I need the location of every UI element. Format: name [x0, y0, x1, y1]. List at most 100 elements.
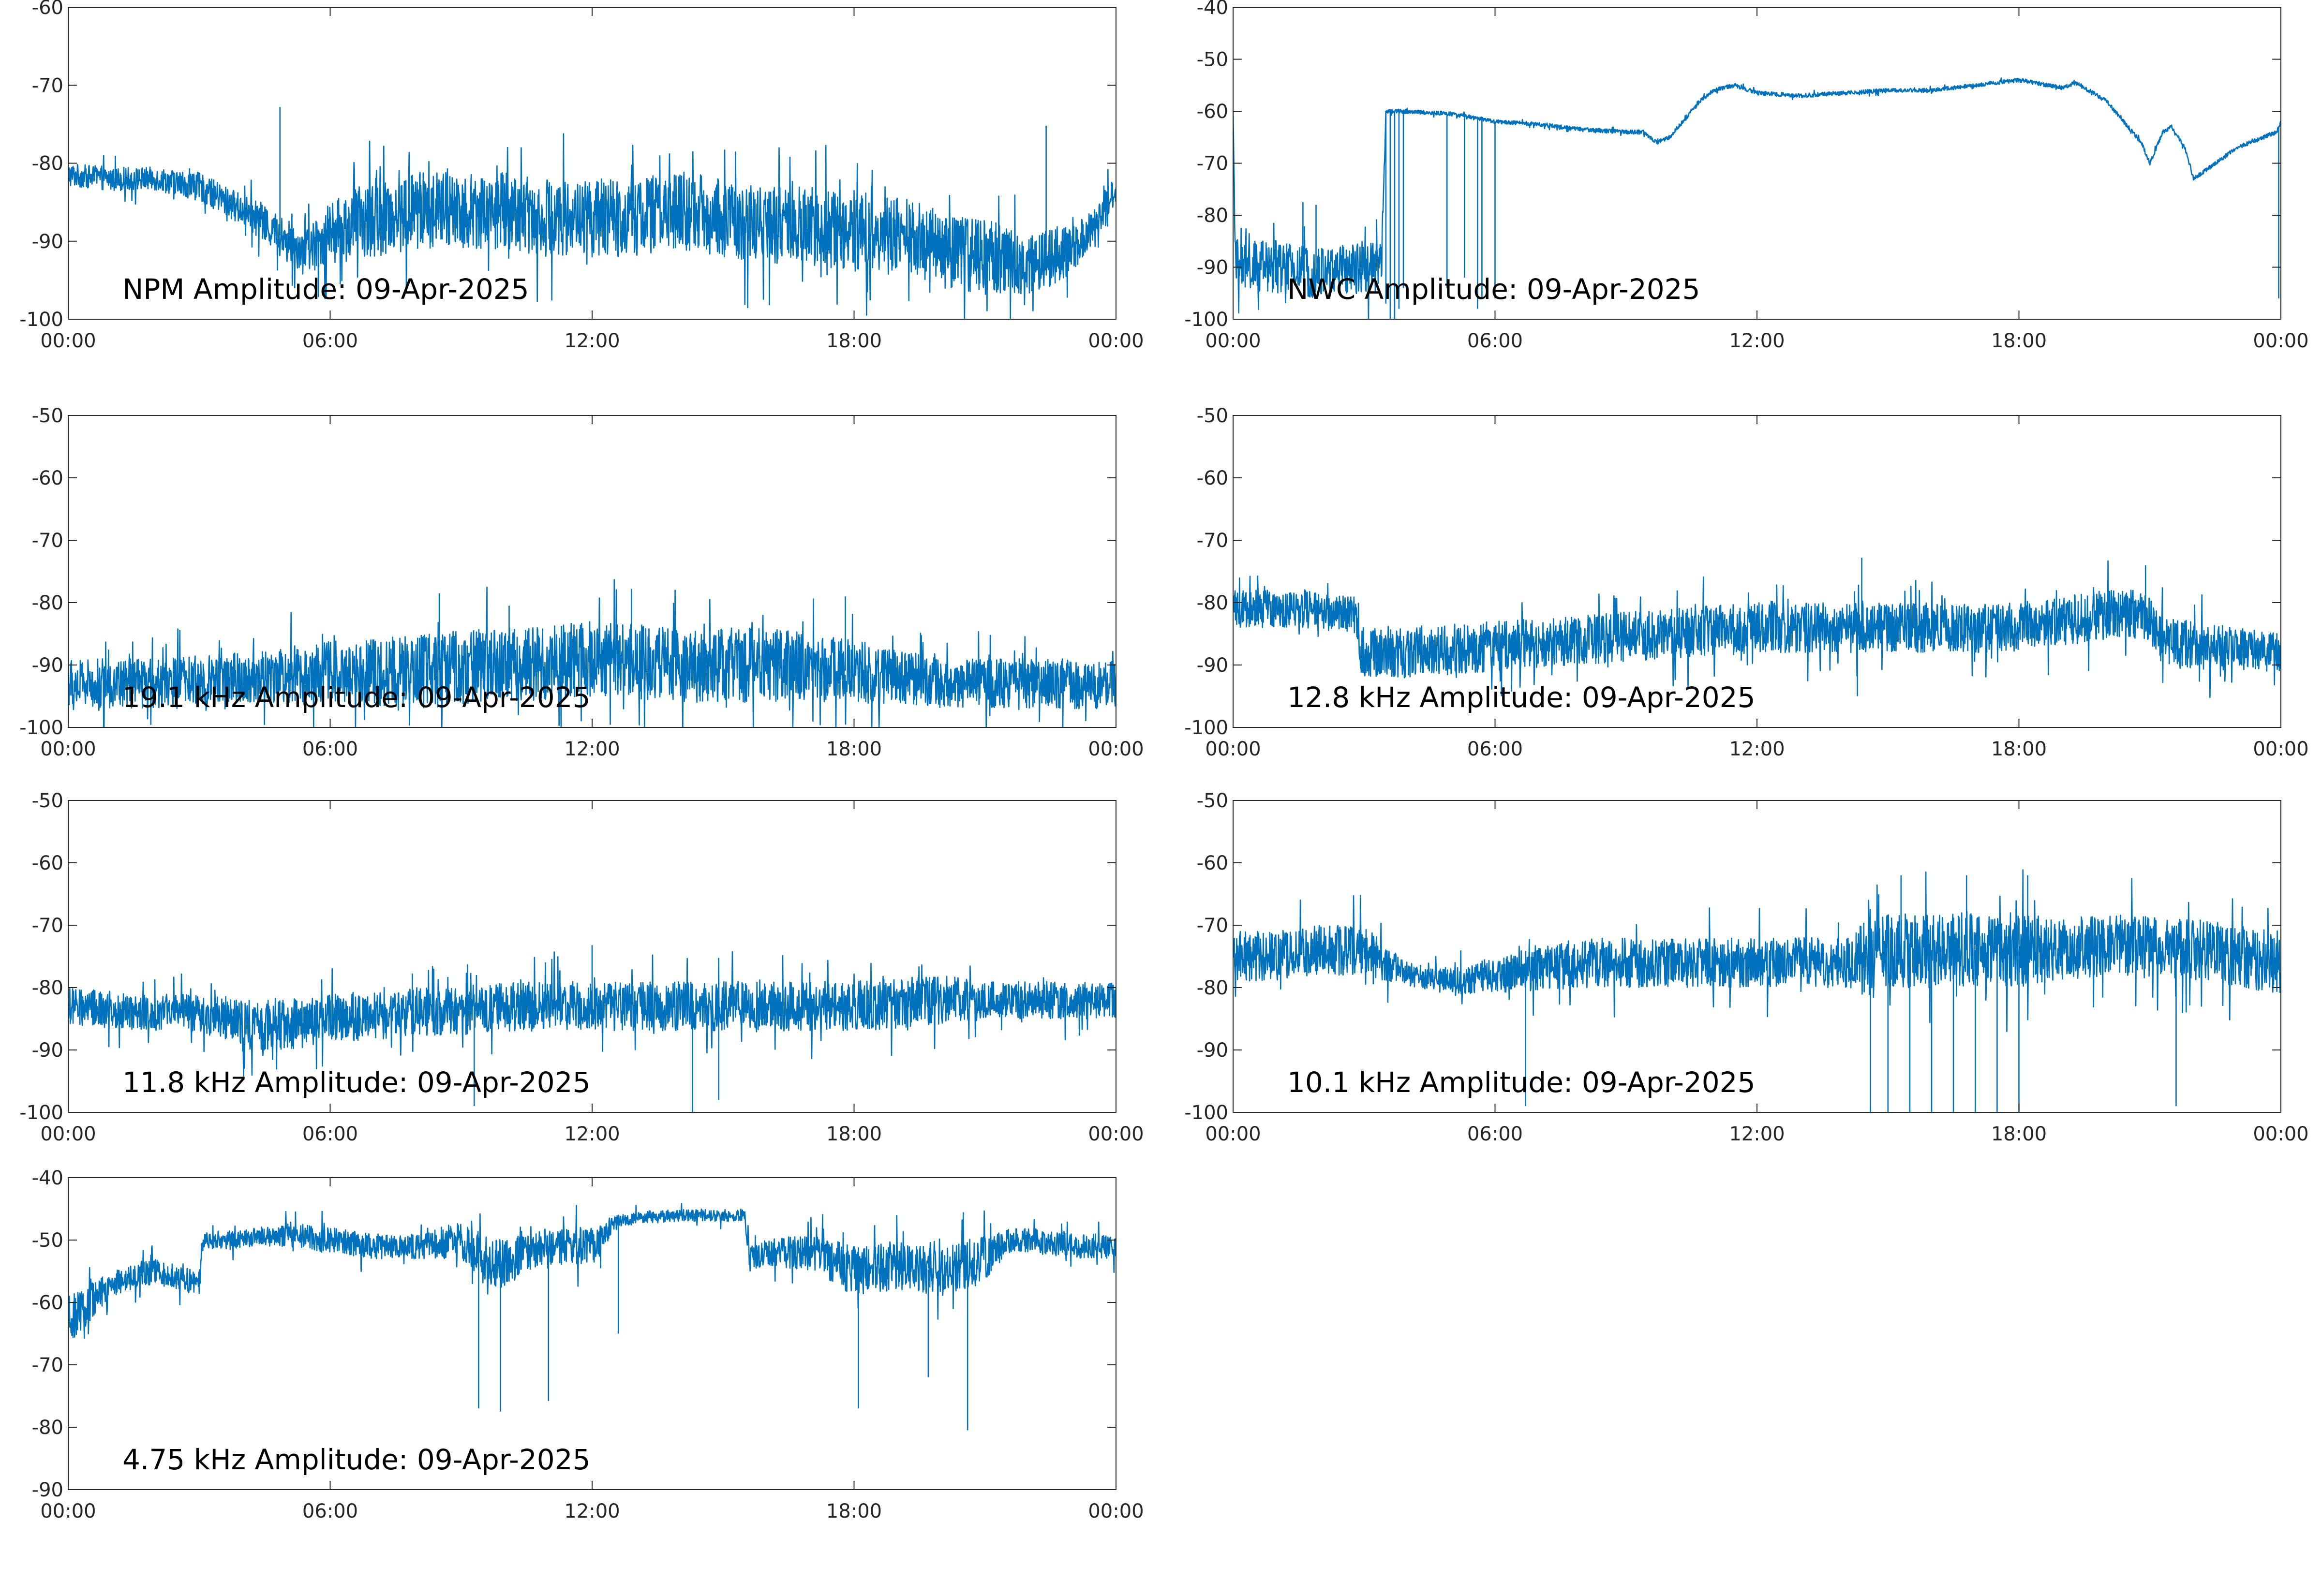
y-tick-label: -90: [32, 654, 63, 677]
x-tick-label: 06:00: [1467, 738, 1523, 760]
4-75khz-trace: [68, 1203, 1116, 1431]
y-tick-label: -80: [32, 592, 63, 614]
y-tick-label: -80: [32, 1417, 63, 1439]
x-tick-label: 06:00: [302, 738, 358, 760]
y-tick-label: -80: [32, 153, 63, 175]
y-tick-label: -90: [1197, 654, 1228, 677]
x-tick-label: 00:00: [1088, 738, 1144, 760]
x-tick-label: 00:00: [1205, 1123, 1261, 1145]
x-tick-label: 18:00: [1991, 1123, 2047, 1145]
y-tick-label: -90: [32, 1039, 63, 1062]
y-tick-label: -80: [1197, 592, 1228, 614]
y-tick-label: -100: [19, 1102, 63, 1124]
10-1khz-trace: [1233, 869, 2281, 1112]
x-tick-label: 12:00: [1729, 738, 1785, 760]
series-line: [68, 1203, 1116, 1339]
npm-ticks: 00:00 06:00 12:00 18:00 00:00-100-90-80-70-6…: [19, 0, 1144, 352]
x-tick-label: 06:00: [1467, 1123, 1523, 1145]
x-tick-label: 12:00: [564, 1123, 620, 1145]
y-tick-label: -70: [32, 1354, 63, 1376]
y-tick-label: -60: [1197, 467, 1228, 489]
plot-nwc-amplitude: 00:00 06:00 12:00 18:00 00:00-100-90-80-70-6…: [1184, 0, 2308, 352]
10-1khz-title: 10.1 kHz Amplitude: 09-Apr-2025: [1287, 1066, 1755, 1099]
x-tick-label: 06:00: [302, 1500, 358, 1522]
19-1khz-trace: [68, 579, 1116, 727]
y-tick-label: -50: [32, 405, 63, 427]
x-tick-label: 00:00: [2253, 738, 2308, 760]
x-tick-label: 00:00: [1088, 1123, 1144, 1145]
nwc-title: NWC Amplitude: 09-Apr-2025: [1287, 273, 1700, 306]
plot-12-8khz-amplitude: 00:00 06:00 12:00 18:00 00:00-100-90-80-70-6…: [1184, 405, 2308, 760]
series-line: [1233, 77, 2281, 319]
series-line: [68, 579, 1116, 727]
x-tick-label: 06:00: [302, 330, 358, 352]
x-tick-label: 00:00: [1088, 1500, 1144, 1522]
series-line: [1233, 560, 2281, 698]
x-tick-label: 12:00: [564, 330, 620, 352]
x-tick-label: 00:00: [40, 330, 96, 352]
y-tick-label: -60: [32, 467, 63, 489]
x-tick-label: 00:00: [40, 738, 96, 760]
x-tick-label: 12:00: [564, 1500, 620, 1522]
y-tick-label: -60: [32, 1292, 63, 1314]
y-tick-label: -100: [1184, 309, 1228, 331]
y-tick-label: -70: [1197, 915, 1228, 937]
y-tick-label: -50: [1197, 405, 1228, 427]
plot-11-8khz-amplitude: 00:00 06:00 12:00 18:00 00:00-100-90-80-70-6…: [19, 790, 1144, 1145]
y-tick-label: -40: [32, 1167, 63, 1189]
19-1khz-title: 19.1 kHz Amplitude: 09-Apr-2025: [122, 681, 590, 714]
x-tick-label: 00:00: [40, 1500, 96, 1522]
y-tick-label: -80: [1197, 977, 1228, 999]
x-tick-label: 18:00: [826, 1500, 882, 1522]
nwc-ticks: 00:00 06:00 12:00 18:00 00:00-100-90-80-70-6…: [1184, 0, 2308, 352]
x-tick-label: 12:00: [1729, 330, 1785, 352]
nwc-trace: [1233, 77, 2281, 319]
y-tick-label: -90: [32, 1479, 63, 1501]
plot-10-1khz-amplitude: 00:00 06:00 12:00 18:00 00:00-100-90-80-70-6…: [1184, 790, 2308, 1145]
11-8khz-trace: [68, 945, 1116, 1112]
y-tick-label: -100: [1184, 1102, 1228, 1124]
plot-19-1khz-amplitude: 00:00 06:00 12:00 18:00 00:00-100-90-80-70-6…: [19, 405, 1144, 760]
y-tick-label: -60: [32, 852, 63, 874]
y-tick-label: -70: [1197, 153, 1228, 175]
series-line: [1233, 869, 2281, 1032]
y-tick-label: -100: [1184, 717, 1228, 739]
x-tick-label: 00:00: [1205, 330, 1261, 352]
plot-4-75khz-amplitude: 00:00 06:00 12:00 18:00 00:00-90-80-70-60-50…: [32, 1167, 1144, 1522]
x-tick-label: 00:00: [2253, 330, 2308, 352]
19-1khz-ticks: 00:00 06:00 12:00 18:00 00:00-100-90-80-70-6…: [19, 405, 1144, 760]
12-8khz-trace: [1233, 558, 2281, 698]
x-tick-label: 18:00: [1991, 330, 2047, 352]
y-tick-label: -60: [1197, 852, 1228, 874]
4-75khz-title: 4.75 kHz Amplitude: 09-Apr-2025: [122, 1443, 590, 1476]
x-tick-label: 12:00: [1729, 1123, 1785, 1145]
y-tick-label: -90: [32, 231, 63, 253]
10-1khz-ticks: 00:00 06:00 12:00 18:00 00:00-100-90-80-70-6…: [1184, 790, 2308, 1145]
y-tick-label: -70: [1197, 530, 1228, 552]
x-tick-label: 18:00: [826, 738, 882, 760]
y-tick-label: -70: [32, 74, 63, 97]
x-tick-label: 00:00: [1088, 330, 1144, 352]
y-tick-label: -60: [1197, 101, 1228, 123]
x-tick-label: 06:00: [1467, 330, 1523, 352]
x-tick-label: 00:00: [40, 1123, 96, 1145]
11-8khz-ticks: 00:00 06:00 12:00 18:00 00:00-100-90-80-70-6…: [19, 790, 1144, 1145]
plot-npm-amplitude: 00:00 06:00 12:00 18:00 00:00-100-90-80-70-6…: [19, 0, 1144, 352]
npm-trace: [68, 107, 1116, 319]
y-tick-label: -70: [32, 915, 63, 937]
y-tick-label: -50: [32, 1229, 63, 1252]
y-tick-label: -50: [1197, 49, 1228, 71]
x-tick-label: 06:00: [302, 1123, 358, 1145]
y-tick-label: -70: [32, 530, 63, 552]
x-tick-label: 00:00: [1205, 738, 1261, 760]
x-tick-label: 18:00: [826, 1123, 882, 1145]
y-tick-label: -50: [1197, 790, 1228, 812]
y-tick-label: -80: [1197, 205, 1228, 227]
4-75khz-ticks: 00:00 06:00 12:00 18:00 00:00-90-80-70-60-50…: [32, 1167, 1144, 1522]
x-tick-label: 18:00: [1991, 738, 2047, 760]
y-tick-label: -60: [32, 0, 63, 19]
npm-title: NPM Amplitude: 09-Apr-2025: [122, 273, 529, 306]
y-tick-label: -50: [32, 790, 63, 812]
